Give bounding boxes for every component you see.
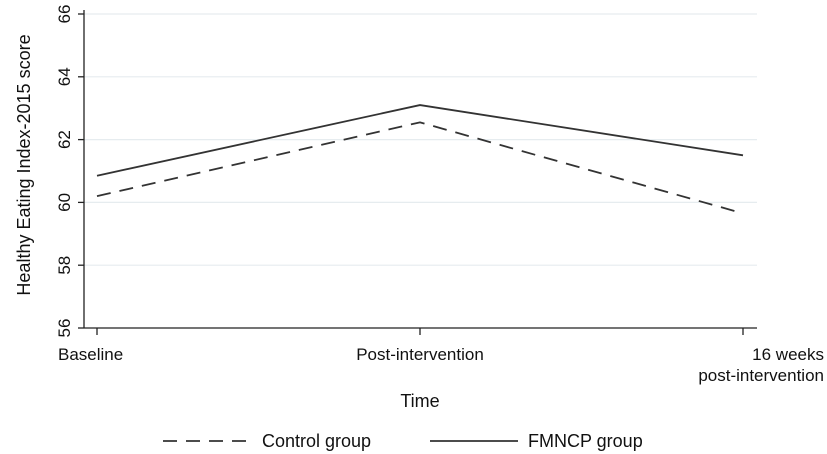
y-axis: 56 58 60 62 64 66: [55, 5, 85, 338]
legend-label: FMNCP group: [528, 431, 643, 451]
series-layer: [96, 104, 744, 215]
y-axis-title: Healthy Eating Index-2015 score: [14, 34, 34, 295]
y-tick-label: 58: [55, 256, 74, 275]
x-tick-label: Baseline: [58, 345, 123, 364]
x-axis-title: Time: [400, 391, 439, 411]
y-tick-label: 64: [55, 67, 74, 86]
y-tick-label: 60: [55, 193, 74, 212]
legend: Control group FMNCP group: [163, 431, 643, 451]
legend-label: Control group: [262, 431, 371, 451]
y-tick-label: 56: [55, 319, 74, 338]
x-tick-label: post-intervention: [698, 366, 824, 385]
series-line: [96, 104, 744, 177]
y-tick-label: 66: [55, 5, 74, 24]
x-tick-label: Post-intervention: [356, 345, 484, 364]
y-tick-label: 62: [55, 130, 74, 149]
x-tick-label: 16 weeks: [752, 345, 824, 364]
series-line: [96, 121, 744, 215]
gridlines: [84, 13, 757, 266]
x-axis: Baseline Post-intervention 16 weeks post-in…: [58, 327, 824, 385]
